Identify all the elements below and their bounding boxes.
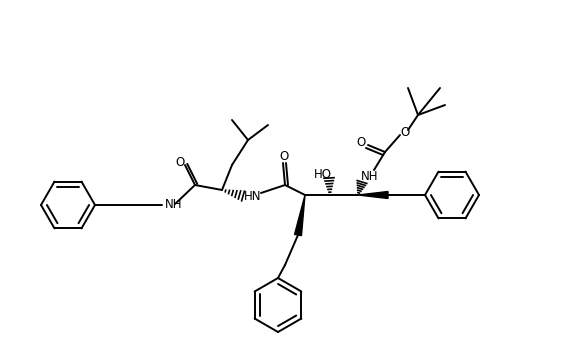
Text: NH: NH [361,169,379,183]
Polygon shape [294,195,305,235]
Text: O: O [357,137,366,150]
Text: HN: HN [245,190,261,203]
Polygon shape [358,191,388,198]
Text: O: O [400,126,410,138]
Text: HO: HO [314,168,332,180]
Text: O: O [280,150,289,163]
Text: NH: NH [165,198,182,211]
Text: O: O [175,156,185,168]
